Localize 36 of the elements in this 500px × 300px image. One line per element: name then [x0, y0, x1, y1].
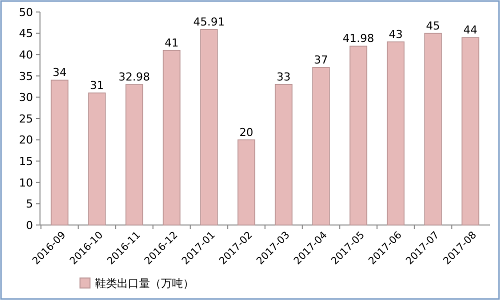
bar: [312, 66, 330, 226]
data-label: 45: [426, 19, 440, 32]
y-tick-label: 25: [19, 112, 33, 126]
bar: [88, 92, 106, 226]
y-tick-label: 35: [19, 70, 33, 83]
bar: [125, 84, 144, 226]
y-tick-label: 10: [19, 176, 33, 190]
data-label: 33: [276, 70, 291, 84]
data-label: 37: [314, 53, 328, 66]
y-tick-label: 5: [26, 198, 33, 211]
legend-label: 鞋类出口量（万吨）: [95, 276, 194, 290]
y-tick-label: 40: [19, 48, 33, 62]
data-label: 32.98: [118, 70, 150, 84]
data-label: 44: [463, 24, 478, 37]
y-tick-label: 50: [19, 6, 33, 19]
data-label: 34: [52, 66, 67, 80]
bar: [162, 50, 180, 226]
y-tick-label: 15: [19, 154, 33, 168]
data-label: 43: [388, 28, 403, 41]
data-label: 41: [164, 36, 179, 50]
bar: [462, 37, 480, 226]
bar: [200, 29, 218, 226]
y-tick-label: 45: [19, 27, 33, 40]
y-tick-label: 20: [19, 134, 33, 147]
data-label: 45.91: [193, 15, 225, 28]
bar: [350, 46, 368, 226]
data-label: 31: [90, 78, 104, 92]
data-label: 41.98: [342, 32, 374, 46]
y-tick-label: 0: [26, 218, 33, 232]
bar: [386, 41, 405, 226]
data-label: 20: [239, 126, 254, 139]
y-tick-label: 30: [19, 91, 33, 104]
bar: [50, 80, 68, 226]
bar: [274, 84, 292, 226]
bar: [424, 32, 442, 226]
bar: [238, 139, 256, 226]
